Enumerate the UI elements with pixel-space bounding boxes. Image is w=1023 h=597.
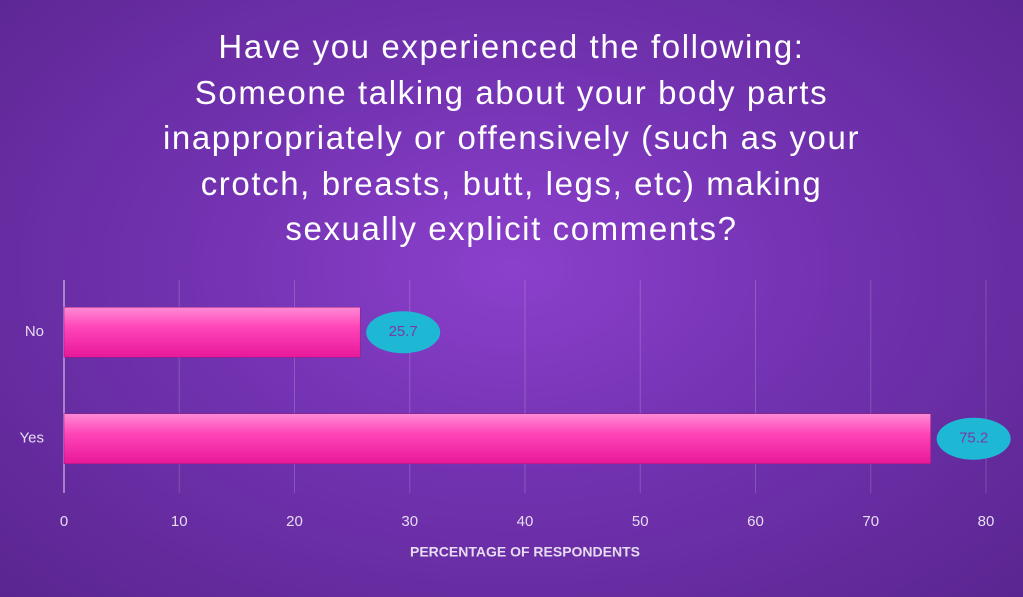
x-tick-label: 30 xyxy=(401,513,418,530)
x-tick-label: 80 xyxy=(978,513,995,530)
x-tick-label: 40 xyxy=(517,513,534,530)
data-label-bubble xyxy=(366,311,441,354)
data-label: 75.2 xyxy=(959,430,988,447)
x-tick-label: 70 xyxy=(862,513,879,530)
y-tick-label: Yes xyxy=(20,430,44,447)
chart-title: Have you experienced the following: Some… xyxy=(162,28,861,247)
bar xyxy=(63,413,931,464)
x-axis-title: PERCENTAGE OF RESPONDENTS xyxy=(410,544,640,560)
x-tick-label: 0 xyxy=(60,513,68,530)
x-tick-label: 20 xyxy=(286,513,303,530)
data-label: 25.7 xyxy=(389,323,418,340)
x-tick-label: 50 xyxy=(632,513,649,530)
y-tick-label: No xyxy=(25,323,44,340)
bar xyxy=(63,307,361,358)
data-label-bubble xyxy=(936,417,1011,460)
x-tick-label: 60 xyxy=(747,513,764,530)
x-tick-label: 10 xyxy=(171,513,188,530)
